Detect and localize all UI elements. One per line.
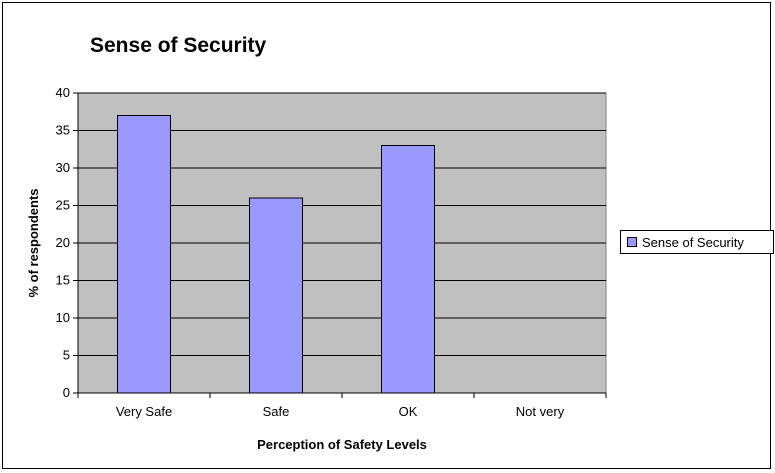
legend: Sense of Security <box>620 230 774 254</box>
y-tick-label: 15 <box>56 273 70 288</box>
legend-swatch <box>627 237 637 247</box>
y-tick-label: 0 <box>63 385 70 400</box>
y-axis-title: % of respondents <box>26 188 41 297</box>
y-tick-label: 40 <box>56 85 70 100</box>
x-tick-label: Very Safe <box>116 404 172 419</box>
y-tick-label: 10 <box>56 310 70 325</box>
y-tick-labels: 0 5 10 15 20 25 30 35 40 <box>56 85 78 400</box>
chart-title: Sense of Security <box>90 34 267 57</box>
y-tick-label: 30 <box>56 160 70 175</box>
bars <box>117 115 435 394</box>
x-axis-title: Perception of Safety Levels <box>257 437 427 452</box>
bar <box>249 197 303 394</box>
y-tick-label: 20 <box>56 235 70 250</box>
bar <box>381 145 435 394</box>
y-tick-label: 25 <box>56 198 70 213</box>
bar <box>117 115 171 394</box>
x-tick-label: OK <box>399 404 418 419</box>
x-tick-labels: Very Safe Safe OK Not very <box>77 393 607 419</box>
x-tick-label: Not very <box>516 404 565 419</box>
y-tick-label: 35 <box>56 123 70 138</box>
x-tick-label: Safe <box>263 404 290 419</box>
legend-label: Sense of Security <box>642 234 744 250</box>
y-tick-label: 5 <box>63 348 70 363</box>
